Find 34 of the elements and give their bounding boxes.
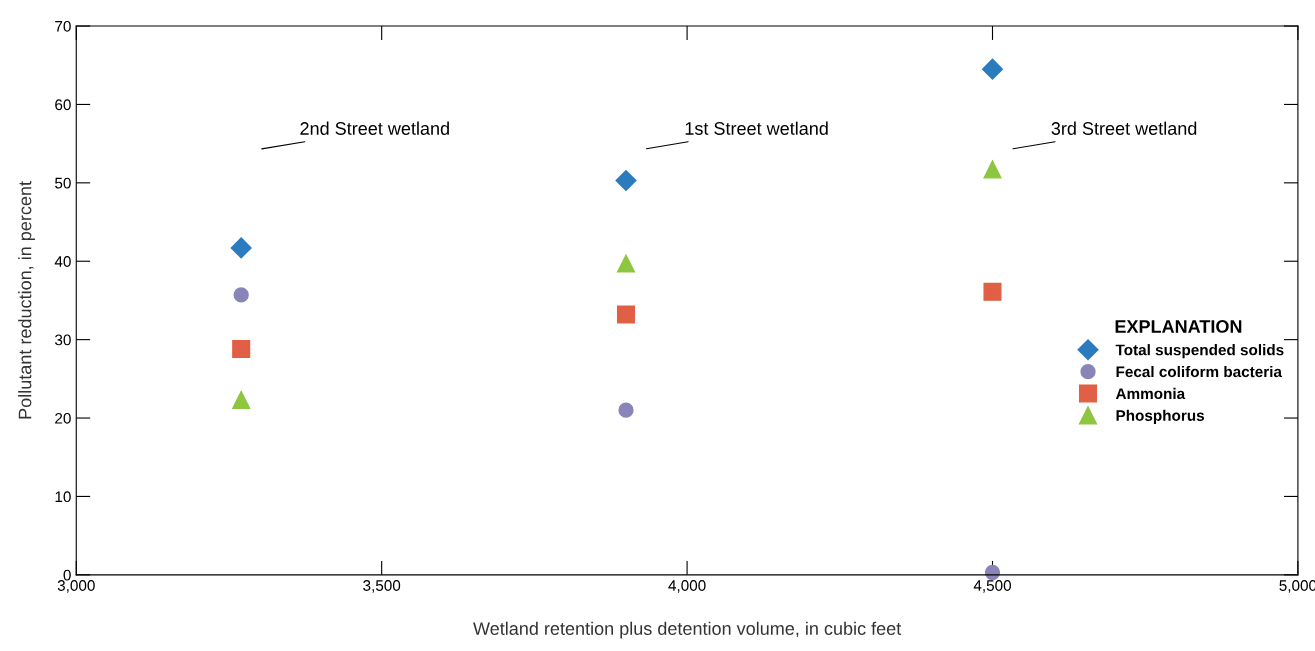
annotation: 1st Street wetland	[685, 121, 828, 135]
point	[616, 254, 636, 273]
point	[233, 287, 249, 303]
legend-label: Fecal coliform bacteria	[1116, 365, 1283, 378]
point	[232, 390, 251, 410]
point	[981, 58, 1004, 80]
y-tick-label: 40	[54, 256, 71, 267]
point	[984, 564, 1001, 581]
annotation: 3rd Street wetland	[1051, 121, 1197, 135]
legend-title: EXPLANATION	[1115, 320, 1242, 333]
y-tick-label: 10	[55, 491, 71, 503]
y-tick-label: 60	[55, 99, 71, 111]
x-tick-label: 4,500	[973, 580, 1012, 593]
y-tick-label: 0	[63, 569, 71, 581]
point	[983, 282, 1002, 301]
x-axis-title: Wetland retention plus detention volume, in cubic feet	[473, 621, 902, 639]
x-tick-label: 3,000	[57, 580, 95, 593]
point	[615, 169, 637, 192]
legend-label: Total suspended solids	[1115, 344, 1284, 359]
point	[616, 305, 636, 324]
point	[618, 402, 634, 418]
x-tick-label: 3,500	[363, 580, 401, 593]
y-tick-label: 30	[55, 334, 71, 346]
y-tick-label: 20	[55, 412, 71, 424]
y-axis-title: Pollutant reduction, in percent	[18, 181, 35, 419]
x-tick-label: 4,000	[668, 580, 706, 593]
legend-label: Phosphorus	[1116, 409, 1205, 424]
legend-label: Ammonia	[1115, 387, 1186, 400]
point	[230, 237, 252, 259]
y-tick-label: 70	[55, 20, 71, 32]
annotation: 2nd Street wetland	[300, 121, 449, 135]
y-tick-label: 50	[55, 177, 71, 189]
point	[983, 160, 1002, 179]
point	[232, 340, 251, 359]
